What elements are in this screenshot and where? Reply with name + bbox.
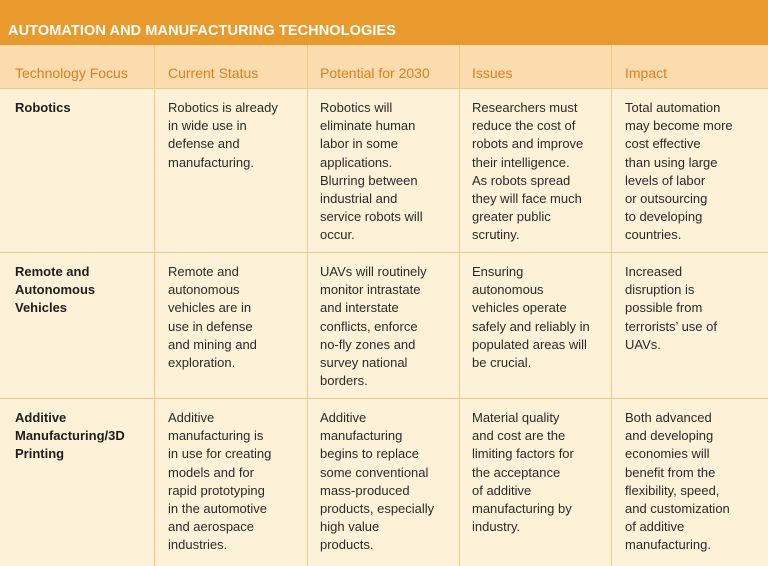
column-header-technology-focus: Technology Focus <box>15 65 128 81</box>
cell-vehicles-potential: UAVs will routinely monitor intrastate a… <box>320 264 427 389</box>
row-label-remote-autonomous-vehicles: Remote and Autonomous Vehicles <box>15 264 96 316</box>
row-label-additive-manufacturing: Additive Manufacturing/3D Printing <box>15 410 125 462</box>
cell-robotics-current-status: Robotics is already in wide use in defen… <box>168 100 278 170</box>
table-title: AUTOMATION AND MANUFACTURING TECHNOLOGIE… <box>8 23 397 39</box>
cell-robotics-issues: Researchers must reduce the cost of robo… <box>472 100 584 243</box>
cell-additive-issues: Material quality and cost are the limiti… <box>472 410 574 535</box>
cell-additive-potential: Additive manufacturing begins to replace… <box>320 410 435 553</box>
column-divider <box>154 45 155 566</box>
column-divider <box>459 45 460 566</box>
cell-vehicles-issues: Ensuring autonomous vehicles operate saf… <box>472 264 590 371</box>
cell-robotics-potential: Robotics will eliminate human labor in s… <box>320 100 423 243</box>
column-header-issues: Issues <box>472 65 513 81</box>
row-divider <box>0 88 768 89</box>
cell-vehicles-impact: Increased disruption is possible from te… <box>625 264 717 352</box>
cell-robotics-impact: Total automation may become more cost ef… <box>625 100 733 243</box>
title-bar <box>0 0 768 45</box>
column-divider <box>611 45 612 566</box>
row-label-robotics: Robotics <box>15 100 71 115</box>
row-divider <box>0 398 768 399</box>
column-divider <box>307 45 308 566</box>
row-divider <box>0 252 768 253</box>
cell-vehicles-current-status: Remote and autonomous vehicles are in us… <box>168 264 257 371</box>
header-row <box>0 45 768 88</box>
cell-additive-impact: Both advanced and developing economies w… <box>625 410 730 553</box>
column-header-current-status: Current Status <box>168 65 259 81</box>
column-header-impact: Impact <box>625 65 668 81</box>
column-header-potential-2030: Potential for 2030 <box>320 65 430 81</box>
cell-additive-current-status: Additive manufacturing is in use for cre… <box>168 410 272 553</box>
